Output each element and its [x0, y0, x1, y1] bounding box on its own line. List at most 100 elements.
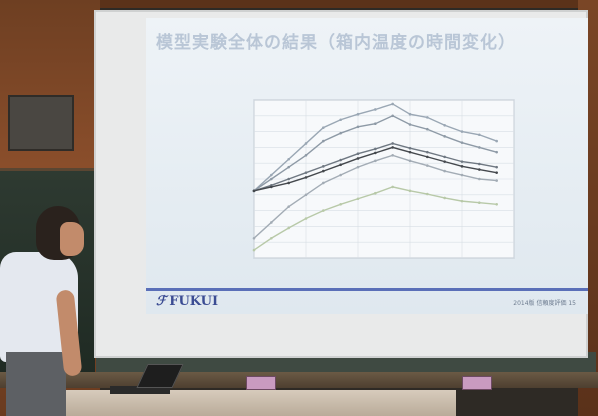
data-point [322, 181, 325, 185]
data-point [287, 181, 290, 185]
wall-top [0, 0, 598, 8]
data-point [426, 192, 429, 196]
data-point [408, 112, 412, 116]
data-point [426, 116, 429, 119]
data-point [356, 112, 360, 116]
data-point [339, 163, 342, 167]
data-point [443, 160, 446, 163]
chart-svg [252, 99, 515, 259]
data-point [495, 139, 498, 143]
data-point [252, 248, 256, 252]
data-point [252, 236, 256, 240]
slide-footer-line [146, 288, 588, 291]
data-point [495, 179, 498, 182]
data-point [478, 162, 481, 166]
data-point [374, 159, 377, 163]
data-point [270, 236, 273, 240]
data-point [339, 158, 342, 162]
data-point [408, 159, 412, 163]
data-point [495, 171, 498, 174]
data-point [391, 146, 394, 149]
data-point [443, 155, 446, 159]
data-point [443, 135, 446, 138]
data-point [322, 139, 325, 143]
power-outlet [462, 376, 492, 390]
data-point [339, 173, 342, 177]
data-point [322, 209, 325, 212]
data-point [478, 146, 481, 149]
data-point [478, 133, 481, 137]
data-point [287, 165, 290, 169]
projected-slide: 模型実験全体の結果（箱内温度の時間変化） ℱ FUKUI 2014版 信頼度評価 … [146, 18, 588, 314]
data-point [374, 108, 377, 111]
laptop-base [110, 386, 170, 394]
data-point [391, 102, 394, 106]
data-point [426, 155, 429, 159]
data-point [460, 160, 464, 163]
university-logo: ℱ FUKUI [156, 294, 218, 309]
data-point [374, 147, 377, 151]
presenter-face [60, 222, 84, 256]
data-point [426, 150, 429, 154]
data-point [304, 217, 308, 220]
data-point [495, 150, 498, 154]
data-point [495, 202, 498, 206]
data-point [391, 114, 394, 118]
presenter-trousers [6, 352, 66, 416]
data-point [478, 177, 481, 181]
data-point [270, 185, 273, 189]
data-point [391, 142, 394, 145]
data-point [339, 202, 342, 206]
data-point [478, 168, 481, 171]
slide-page-label: 2014版 信頼度評価 15 [513, 300, 576, 307]
data-point [356, 125, 360, 129]
data-point [408, 150, 412, 154]
data-point [304, 171, 308, 174]
data-point [460, 130, 464, 133]
data-point [391, 185, 394, 189]
data-point [339, 118, 342, 122]
logo-mark-icon: ℱ [156, 294, 167, 309]
chalk-rail [0, 372, 598, 388]
data-point [374, 122, 377, 125]
data-point [304, 154, 308, 157]
data-point [287, 157, 290, 161]
data-point [356, 157, 360, 160]
data-point [408, 123, 412, 126]
data-point [322, 169, 325, 173]
data-point [287, 177, 290, 181]
lectern-desk [62, 390, 456, 416]
power-outlet [246, 376, 276, 390]
data-point [356, 197, 360, 201]
data-point [270, 177, 273, 181]
data-point [356, 152, 360, 156]
slide-title: 模型実験全体の結果（箱内温度の時間変化） [156, 33, 516, 53]
data-point [287, 226, 290, 230]
data-point [426, 164, 429, 167]
data-point [443, 169, 446, 173]
logo-text: FUKUI [169, 294, 219, 309]
data-point [443, 196, 446, 200]
data-point [426, 127, 429, 131]
data-point [270, 221, 273, 224]
data-point [391, 154, 394, 157]
data-point [460, 173, 464, 177]
wall-speaker [8, 95, 74, 151]
data-point [460, 199, 464, 203]
data-point [478, 201, 481, 204]
data-point [374, 151, 377, 155]
data-point [408, 146, 412, 150]
data-point [287, 205, 290, 208]
projection-screen: 模型実験全体の結果（箱内温度の時間変化） ℱ FUKUI 2014版 信頼度評価 … [94, 10, 588, 358]
temperature-chart [226, 80, 526, 280]
data-point [304, 142, 308, 145]
data-point [443, 123, 446, 127]
data-point [495, 165, 498, 169]
data-point [270, 173, 273, 177]
data-point [408, 189, 412, 193]
data-point [339, 131, 342, 135]
data-point [322, 165, 325, 168]
data-point [322, 126, 325, 129]
data-point [460, 141, 464, 144]
